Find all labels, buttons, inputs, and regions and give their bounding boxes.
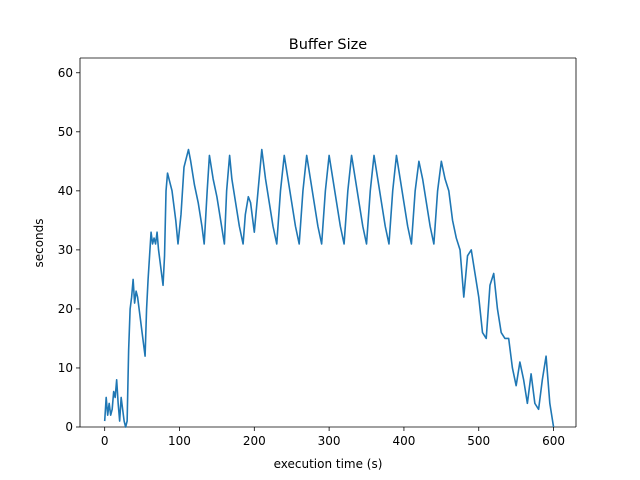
y-tick-label: 20	[58, 302, 73, 316]
series-line-0	[103, 148, 555, 428]
y-tick-label: 0	[65, 420, 73, 434]
x-ticks: 0 100 200 300 400 500 600	[101, 427, 565, 448]
x-tick-label: 0	[101, 434, 109, 448]
y-tick-label: 50	[58, 125, 73, 139]
x-tick-label: 600	[542, 434, 565, 448]
y-axis-label: seconds	[32, 218, 46, 267]
series-group	[103, 148, 555, 428]
y-ticks: 0 10 20 30 40 50 60	[58, 66, 80, 434]
y-tick-label: 60	[58, 66, 73, 80]
x-axis-label: execution time (s)	[274, 457, 383, 471]
chart-title: Buffer Size	[289, 37, 367, 53]
y-tick-label: 40	[58, 184, 73, 198]
y-tick-label: 10	[58, 361, 73, 375]
x-tick-label: 300	[318, 434, 341, 448]
x-tick-label: 500	[467, 434, 490, 448]
x-tick-label: 200	[243, 434, 266, 448]
x-tick-label: 400	[392, 434, 415, 448]
x-tick-label: 100	[168, 434, 191, 448]
plot-area	[79, 57, 577, 428]
y-tick-label: 30	[58, 243, 73, 257]
